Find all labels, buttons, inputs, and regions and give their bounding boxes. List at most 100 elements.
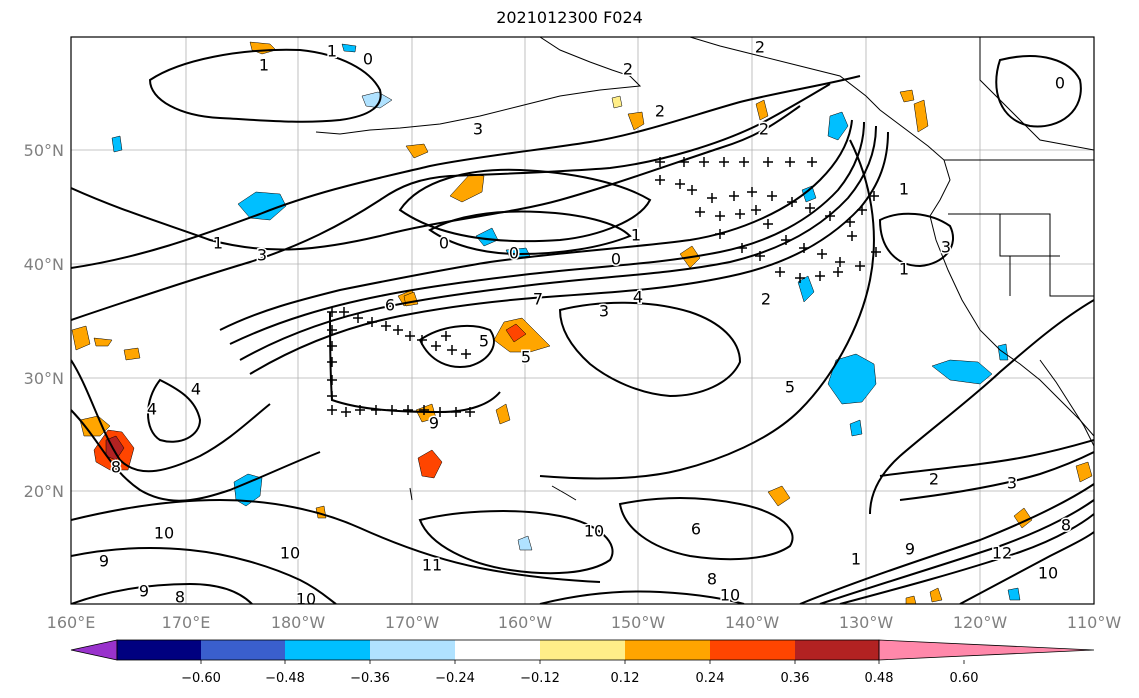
colorbar-tick-label: −0.12 bbox=[520, 671, 560, 686]
positive-patch bbox=[417, 449, 443, 479]
negative-patch bbox=[801, 185, 817, 203]
contour-line bbox=[71, 582, 253, 604]
contour-line bbox=[249, 131, 889, 375]
significance-plus-marker bbox=[461, 349, 471, 359]
significance-plus-marker bbox=[781, 235, 791, 245]
contour-value-label: 7 bbox=[533, 290, 543, 309]
significance-plus-marker bbox=[327, 341, 337, 351]
negative-patch bbox=[849, 419, 863, 437]
contour-line bbox=[558, 301, 742, 398]
colorbar-segment bbox=[455, 640, 540, 660]
colorbar-ticks bbox=[200, 660, 965, 664]
significance-plus-marker bbox=[353, 313, 363, 323]
significance-plus-marker bbox=[381, 321, 391, 331]
significance-plus-marker bbox=[737, 243, 747, 253]
contour-value-label: 2 bbox=[759, 120, 769, 139]
colorbar-tick-label: 0.12 bbox=[611, 671, 640, 686]
contour-line bbox=[71, 409, 321, 502]
significance-plus-marker bbox=[465, 407, 475, 417]
contour-value-label: 10 bbox=[720, 586, 740, 605]
contour-line bbox=[219, 119, 853, 331]
contour-value-label: 10 bbox=[280, 544, 300, 563]
contour-value-label: 1 bbox=[631, 226, 641, 245]
negative-patch bbox=[341, 43, 357, 53]
positive-patch bbox=[415, 403, 437, 423]
contour-line bbox=[799, 483, 1094, 604]
contour-value-label: 2 bbox=[755, 38, 765, 57]
contour-line bbox=[539, 590, 745, 604]
contour-line bbox=[239, 125, 877, 361]
contour-line bbox=[398, 168, 652, 243]
contour-line bbox=[71, 359, 271, 473]
contour-value-label: 8 bbox=[707, 570, 717, 589]
significance-plus-marker bbox=[327, 357, 337, 367]
colorbar-tick-label: −0.24 bbox=[435, 671, 475, 686]
coastlines bbox=[315, 37, 1094, 501]
lon-label: 130°W bbox=[839, 613, 894, 632]
significance-plus-marker bbox=[327, 375, 337, 385]
positive-patch bbox=[899, 89, 915, 103]
contour-line bbox=[839, 513, 1094, 604]
colorbar-tick-label: 0.60 bbox=[950, 671, 979, 686]
significance-plus-marker bbox=[857, 205, 867, 215]
colorbar-segment bbox=[370, 640, 455, 660]
significance-plus-marker bbox=[419, 405, 429, 415]
contour-value-label: 9 bbox=[99, 552, 109, 571]
contour-line bbox=[618, 497, 794, 561]
significance-plus-marker bbox=[447, 345, 457, 355]
lat-label: 30°N bbox=[24, 369, 64, 388]
colorbar-tick-label: 0.24 bbox=[696, 671, 725, 686]
longitude-labels: 160°E 170°E 180°W 170°W 160°W 150°W 140°… bbox=[47, 613, 1122, 632]
contour-value-label: 0 bbox=[611, 250, 621, 269]
contour-line bbox=[71, 547, 337, 604]
positive-patch bbox=[405, 143, 429, 159]
lon-label: 170°W bbox=[385, 613, 440, 632]
contour-line bbox=[879, 439, 1094, 477]
significance-plus-marker bbox=[825, 211, 835, 221]
contour-line bbox=[869, 299, 1094, 515]
negative-patch bbox=[827, 111, 849, 141]
positive-patch bbox=[755, 99, 769, 121]
lat-label: 20°N bbox=[24, 482, 64, 501]
significance-plus-marker bbox=[855, 261, 865, 271]
significance-plus-marker bbox=[441, 331, 451, 341]
colorbar-low-extend bbox=[70, 639, 118, 661]
colorbar-segment bbox=[710, 640, 795, 660]
significance-plus-marker bbox=[715, 229, 725, 239]
significance-plus-marker bbox=[751, 205, 761, 215]
positive-patch bbox=[505, 323, 527, 343]
lon-label: 160°W bbox=[498, 613, 553, 632]
plot-background bbox=[71, 37, 1094, 604]
colorbar-frame bbox=[116, 639, 880, 661]
contour-value-label: 1 bbox=[327, 42, 337, 61]
significance-plus-marker bbox=[845, 217, 855, 227]
contour-value-label: 3 bbox=[599, 302, 609, 321]
significance-plus-marker bbox=[417, 335, 427, 345]
contour-value-label: 5 bbox=[785, 378, 795, 397]
contour-value-label: 1 bbox=[851, 550, 861, 569]
contour-value-label: 10 bbox=[154, 524, 174, 543]
colorbar-segment bbox=[201, 640, 285, 660]
contour-line bbox=[539, 139, 875, 480]
contour-value-label: 6 bbox=[385, 296, 395, 315]
significance-plus-marker bbox=[817, 249, 827, 259]
lon-label: 110°W bbox=[1067, 613, 1122, 632]
significance-plus-marker bbox=[835, 257, 845, 267]
negative-patch bbox=[361, 91, 393, 109]
significance-plus-marker bbox=[327, 405, 337, 415]
contour-line bbox=[995, 55, 1082, 128]
significance-plus-marker bbox=[355, 405, 365, 415]
contour-value-label: 6 bbox=[691, 520, 701, 539]
negative-patch bbox=[111, 135, 123, 153]
contour-value-label: 8 bbox=[175, 588, 185, 607]
significance-plus-marker bbox=[699, 157, 709, 167]
contour-line bbox=[959, 531, 1094, 604]
contour-line bbox=[428, 210, 632, 256]
significance-plus-marker bbox=[341, 407, 351, 417]
positive-patch bbox=[627, 111, 645, 131]
contour-value-label: 10 bbox=[1038, 564, 1058, 583]
map-title: 2021012300 F024 bbox=[496, 8, 643, 27]
contour-lines bbox=[71, 48, 1094, 604]
contour-value-label: 3 bbox=[941, 238, 951, 257]
